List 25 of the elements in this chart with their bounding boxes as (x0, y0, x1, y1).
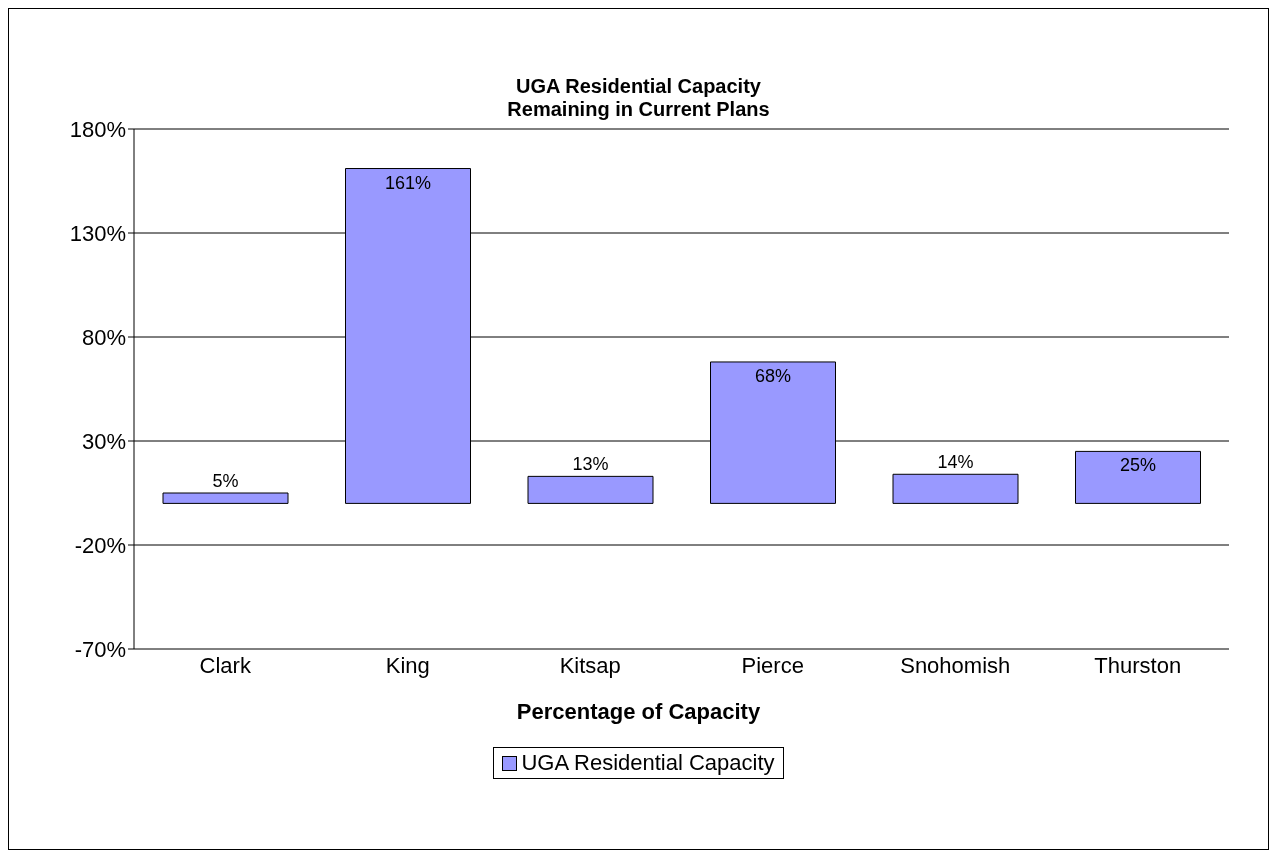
y-tick-label: 30% (81, 428, 126, 454)
data-label: 25% (1119, 455, 1157, 476)
x-tick-label: Snohomish (900, 652, 1011, 678)
data-label: 13% (572, 454, 609, 475)
x-tick-label: Pierce (741, 652, 804, 678)
legend-label: UGA Residential Capacity (520, 750, 775, 776)
bar (162, 492, 289, 504)
bar (527, 475, 654, 504)
y-tick-label: -70% (74, 636, 126, 662)
data-label: 5% (212, 471, 239, 491)
y-tick-label: -20% (74, 532, 126, 558)
y-tick-label: 180% (69, 116, 126, 142)
x-axis-title: Percentage of Capacity (515, 699, 762, 725)
data-label: 68% (754, 365, 792, 386)
x-tick-label: Thurston (1094, 652, 1182, 678)
y-tick-label: 130% (69, 220, 126, 246)
x-tick-label: King (385, 652, 430, 678)
x-tick-label: Kitsap (559, 652, 621, 678)
x-tick-label: Clark (199, 652, 252, 678)
y-tick-label: 80% (81, 324, 126, 350)
data-label: 161% (384, 172, 432, 193)
bar (1075, 450, 1201, 504)
chart-title: UGA Residential Capacity Remaining in Current Plans (507, 75, 770, 120)
data-label: 14% (937, 452, 974, 473)
bar (892, 473, 1019, 504)
